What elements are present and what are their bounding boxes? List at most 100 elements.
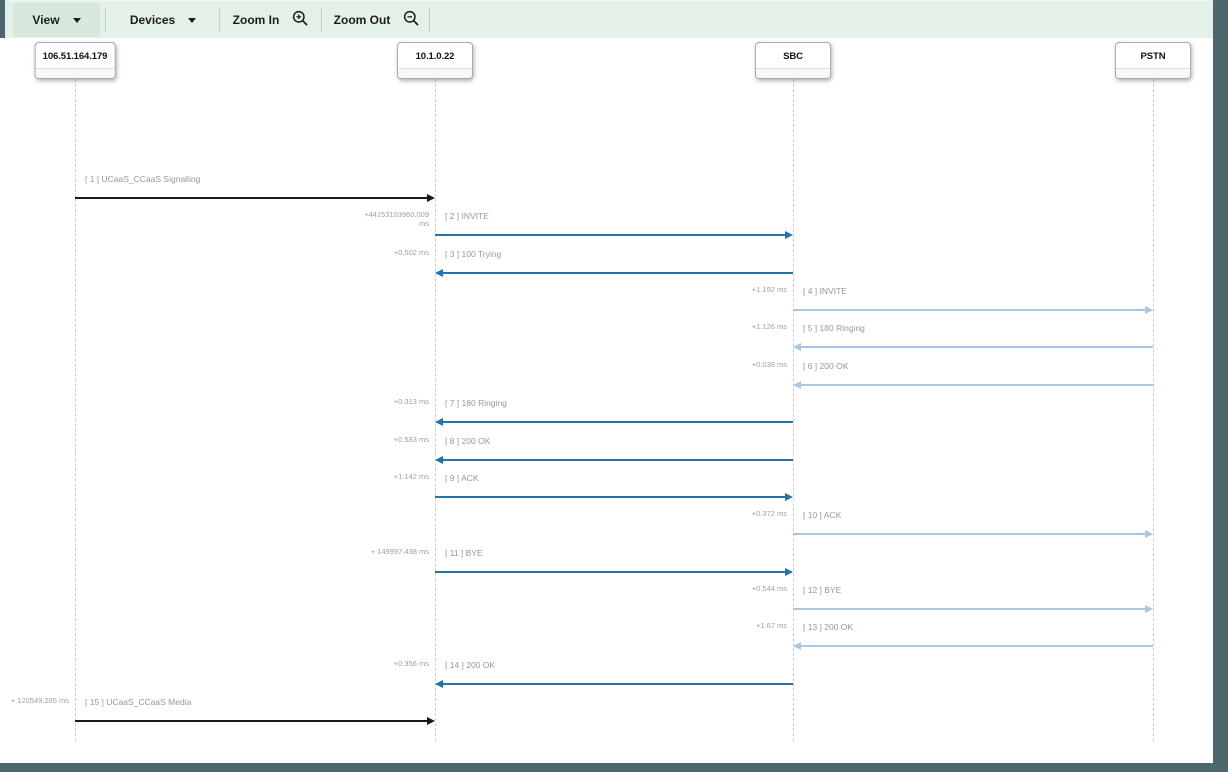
chevron-down-icon bbox=[72, 17, 81, 23]
toolbar-divider bbox=[219, 8, 220, 32]
devices-menu-label: Devices bbox=[129, 13, 176, 27]
message-label: [ 6 ] 200 OK bbox=[803, 361, 849, 371]
arrow-head-icon bbox=[427, 194, 435, 202]
arrow-head-icon bbox=[435, 456, 443, 464]
message-arrow bbox=[442, 272, 793, 274]
message-label: [ 4 ] INVITE bbox=[803, 286, 847, 296]
message-row[interactable]: +1.192 ms [ 4 ] INVITE bbox=[0, 284, 1213, 316]
message-arrow bbox=[442, 459, 793, 461]
message-time: +44153103960.009 ms bbox=[364, 210, 429, 228]
message-arrow bbox=[75, 720, 428, 722]
arrow-head-icon bbox=[435, 680, 443, 688]
message-row[interactable]: +0.544 ms [ 12 ] BYE bbox=[0, 583, 1213, 615]
toolbar-divider bbox=[321, 8, 322, 32]
message-time: +0.583 ms bbox=[393, 435, 429, 444]
left-frame bbox=[0, 0, 5, 38]
view-menu-button[interactable]: View bbox=[13, 3, 100, 37]
toolbar-divider bbox=[105, 8, 106, 32]
message-arrow bbox=[793, 309, 1146, 311]
device-lifeline bbox=[75, 79, 76, 741]
message-time: +0.544 ms bbox=[751, 584, 787, 593]
message-row[interactable]: +0.372 ms [ 10 ] ACK bbox=[0, 508, 1213, 540]
message-arrow bbox=[75, 197, 428, 199]
message-label: [ 1 ] UCaaS_CCaaS Signalling bbox=[85, 174, 201, 184]
message-arrow bbox=[793, 533, 1146, 535]
device-header-footer bbox=[35, 68, 115, 78]
arrow-head-icon bbox=[793, 642, 801, 650]
arrow-head-icon bbox=[427, 717, 435, 725]
message-row[interactable]: +44153103960.009 ms [ 2 ] INVITE bbox=[0, 209, 1213, 241]
zoom-in-label: Zoom In bbox=[232, 13, 280, 27]
arrow-head-icon bbox=[435, 269, 443, 277]
zoom-out-button[interactable]: Zoom Out bbox=[329, 3, 425, 37]
message-time: + 149997.438 ms bbox=[370, 547, 429, 556]
message-label: [ 5 ] 180 Ringing bbox=[803, 323, 865, 333]
message-label: [ 14 ] 200 OK bbox=[445, 660, 496, 670]
arrow-head-icon bbox=[785, 568, 793, 576]
message-arrow bbox=[435, 571, 786, 573]
zoom-in-button[interactable]: Zoom In bbox=[227, 3, 315, 37]
arrow-head-icon bbox=[785, 493, 793, 501]
message-time: + 120549.285 ms bbox=[10, 696, 69, 705]
device-header[interactable]: 10.1.0.22 bbox=[397, 42, 473, 79]
message-arrow bbox=[793, 608, 1146, 610]
message-row[interactable]: +0.356 ms [ 14 ] 200 OK bbox=[0, 658, 1213, 690]
device-name: 106.51.164.179 bbox=[42, 51, 108, 62]
message-time: +1.67 ms bbox=[755, 621, 787, 630]
right-frame bbox=[1213, 0, 1228, 772]
device-header-footer bbox=[398, 68, 472, 78]
zoom-out-label: Zoom Out bbox=[333, 13, 391, 27]
message-row[interactable]: +0.583 ms [ 8 ] 200 OK bbox=[0, 434, 1213, 466]
message-arrow bbox=[442, 421, 793, 423]
message-arrow bbox=[442, 683, 793, 685]
message-row[interactable]: + 120549.285 ms [ 15 ] UCaaS_CCaaS Media bbox=[0, 695, 1213, 727]
message-row[interactable]: +1.142 ms [ 9 ] ACK bbox=[0, 471, 1213, 503]
arrow-head-icon bbox=[1145, 306, 1153, 314]
message-arrow bbox=[800, 346, 1153, 348]
message-arrow bbox=[800, 645, 1153, 647]
message-arrow bbox=[435, 496, 786, 498]
message-row[interactable]: +1.67 ms [ 13 ] 200 OK bbox=[0, 620, 1213, 652]
message-arrow bbox=[435, 234, 786, 236]
device-header[interactable]: SBC bbox=[755, 42, 831, 79]
message-time: +0.372 ms bbox=[751, 509, 787, 518]
devices-menu-button[interactable]: Devices bbox=[113, 3, 213, 37]
message-time: +0.038 ms bbox=[751, 360, 787, 369]
message-time: +1.126 ms bbox=[751, 322, 787, 331]
device-name: 10.1.0.22 bbox=[415, 51, 455, 62]
message-row[interactable]: [ 1 ] UCaaS_CCaaS Signalling bbox=[0, 172, 1213, 204]
device-name: PSTN bbox=[1140, 51, 1166, 62]
device-header[interactable]: PSTN bbox=[1115, 42, 1191, 79]
arrow-head-icon bbox=[1145, 605, 1153, 613]
message-row[interactable]: + 149997.438 ms [ 11 ] BYE bbox=[0, 546, 1213, 578]
zoom-out-icon bbox=[403, 10, 420, 30]
bottom-frame bbox=[0, 763, 1228, 772]
message-row[interactable]: +0.313 ms [ 7 ] 180 Ringing bbox=[0, 396, 1213, 428]
message-label: [ 15 ] UCaaS_CCaaS Media bbox=[85, 697, 192, 707]
message-label: [ 11 ] BYE bbox=[445, 548, 483, 558]
message-label: [ 13 ] 200 OK bbox=[803, 622, 854, 632]
view-menu-label: View bbox=[32, 13, 60, 27]
message-row[interactable]: +1.126 ms [ 5 ] 180 Ringing bbox=[0, 321, 1213, 353]
message-row[interactable]: +0.502 ms [ 3 ] 100 Trying bbox=[0, 247, 1213, 279]
message-row[interactable]: +0.038 ms [ 6 ] 200 OK bbox=[0, 359, 1213, 391]
arrow-head-icon bbox=[793, 343, 801, 351]
message-label: [ 9 ] ACK bbox=[445, 473, 479, 483]
arrow-head-icon bbox=[1145, 530, 1153, 538]
device-header[interactable]: 106.51.164.179 bbox=[34, 42, 116, 79]
message-label: [ 10 ] ACK bbox=[803, 510, 842, 520]
device-header-footer bbox=[756, 68, 830, 78]
device-header-footer bbox=[1116, 68, 1190, 78]
arrow-head-icon bbox=[435, 418, 443, 426]
device-lifeline bbox=[793, 79, 794, 741]
message-label: [ 2 ] INVITE bbox=[445, 211, 489, 221]
ladder-diagram: 106.51.164.179 10.1.0.22 SBC PSTN [ 1 ] UCaa… bbox=[0, 38, 1213, 763]
device-lifeline bbox=[435, 79, 436, 741]
toolbar: View Devices Zoom In Zoom Out bbox=[0, 0, 1228, 38]
message-label: [ 8 ] 200 OK bbox=[445, 436, 491, 446]
arrow-head-icon bbox=[785, 231, 793, 239]
zoom-in-icon bbox=[292, 10, 309, 30]
message-time: +0.502 ms bbox=[393, 248, 429, 257]
device-lifeline bbox=[1153, 79, 1154, 741]
